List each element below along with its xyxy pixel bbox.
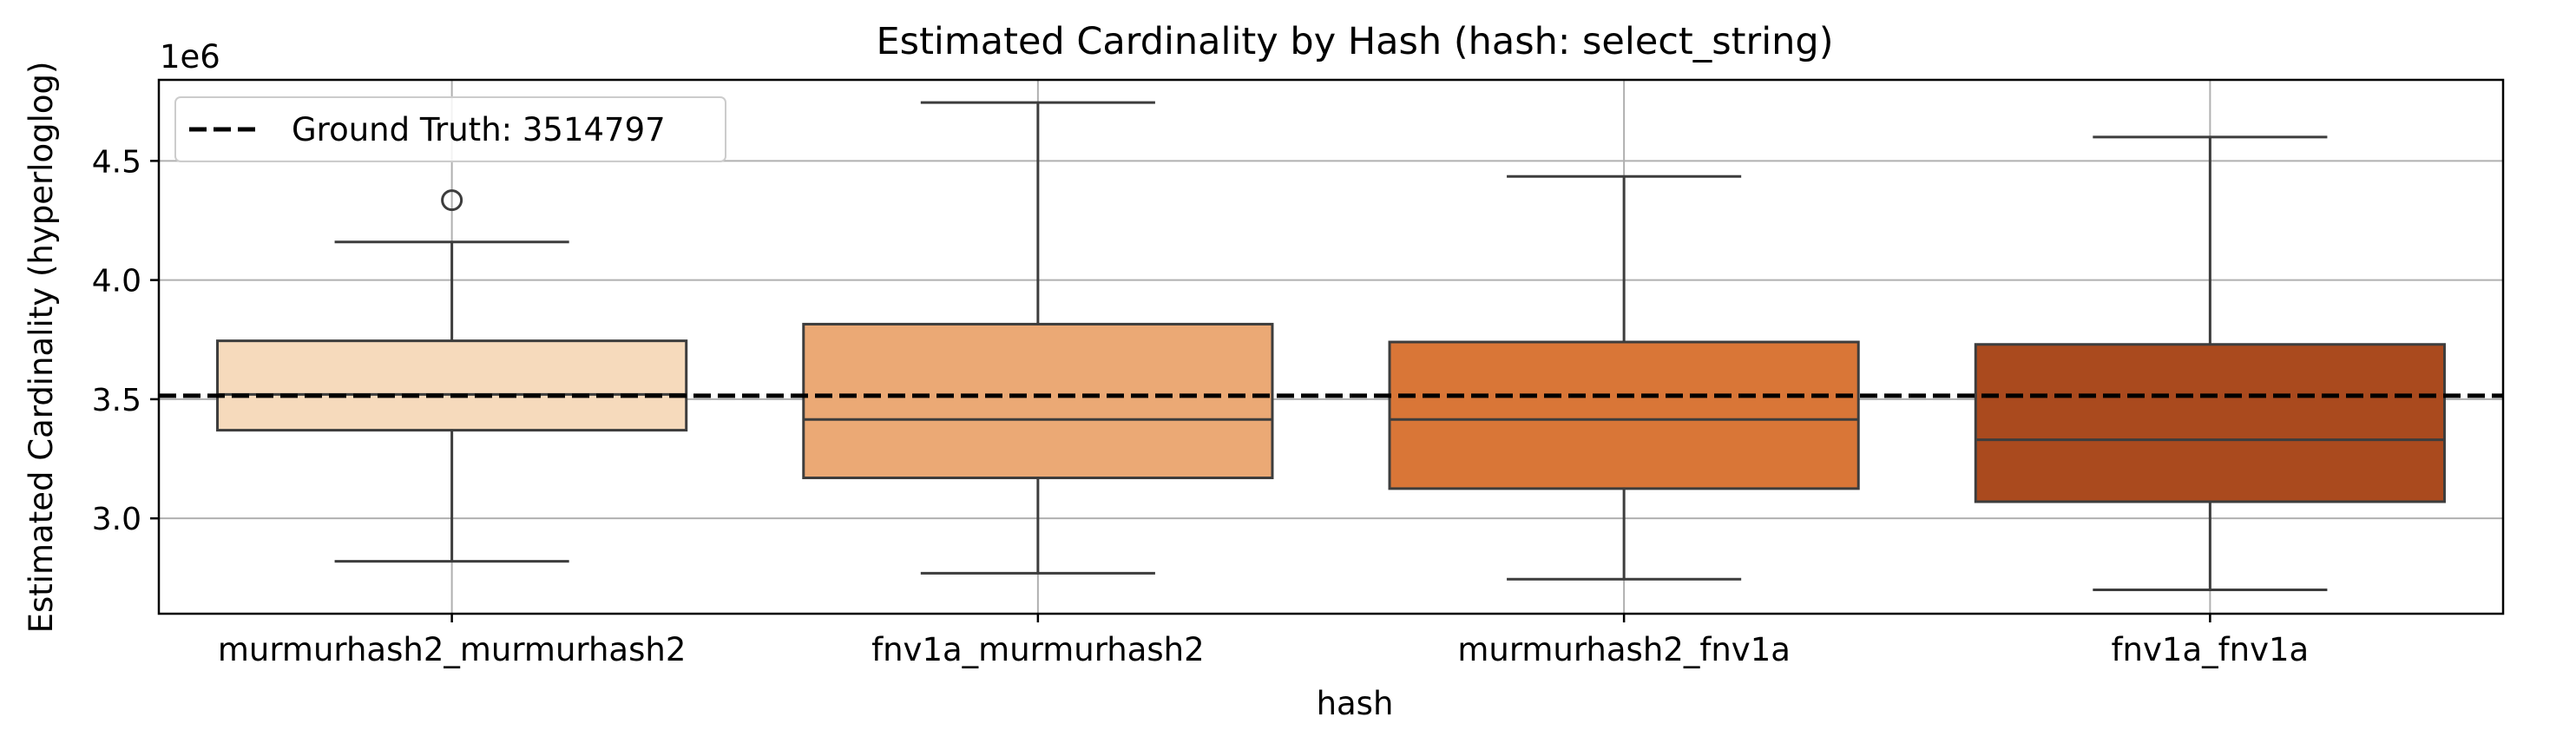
x-axis-label: hash xyxy=(1317,685,1394,722)
y-axis-label: Estimated Cardinality (hyperloglog) xyxy=(23,62,60,634)
y-tick-label: 3.0 xyxy=(92,502,141,537)
plot-frame xyxy=(157,78,2505,615)
y-tick-label: 4.5 xyxy=(92,144,141,180)
x-tick-label: murmurhash2_murmurhash2 xyxy=(218,631,687,668)
x-tick-label: murmurhash2_fnv1a xyxy=(1457,631,1791,668)
y-tick-label: 3.5 xyxy=(92,383,141,418)
box-iqr xyxy=(1974,343,2446,503)
legend-label: Ground Truth: 3514797 xyxy=(292,111,666,148)
box-iqr xyxy=(802,322,1274,480)
box-iqr xyxy=(216,339,688,432)
plot-area: 3.0 3.5 4.0 4.5 murmurhash2_murmurhash2 fnv1a… xyxy=(92,78,2505,668)
y-tick-label: 4.0 xyxy=(92,264,141,299)
outlier-point xyxy=(441,189,463,212)
chart-title: Estimated Cardinality by Hash (hash: sel… xyxy=(877,20,1834,63)
x-tick-label: fnv1a_murmurhash2 xyxy=(871,631,1205,668)
x-tick-label: fnv1a_fnv1a xyxy=(2112,631,2310,668)
legend-box xyxy=(174,96,726,162)
y-offset-text: 1e6 xyxy=(160,38,220,76)
box-iqr xyxy=(1388,340,1860,490)
